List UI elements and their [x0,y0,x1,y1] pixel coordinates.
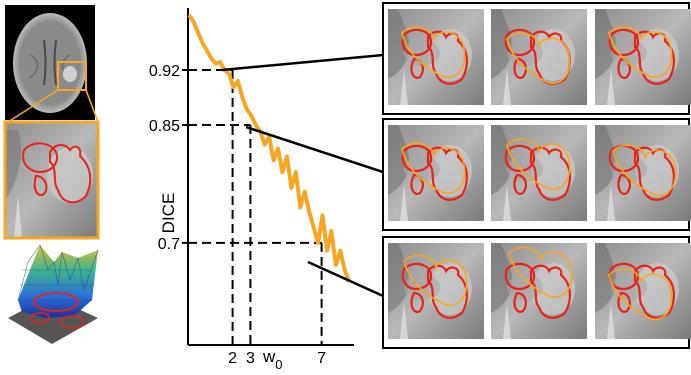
segmentation-crop [595,9,691,105]
segmentation-panels [382,2,691,349]
panel-connectors [221,53,384,298]
mri-axial-slice [5,5,95,120]
y-tick-label: 0.85 [149,118,180,135]
segmentation-crop [491,243,587,339]
y-tick-labels: 0.92 0.85 0.7 [149,63,188,253]
reference-guides [188,69,323,345]
segmentation-crop [595,125,691,221]
y-tick-label: 0.7 [158,236,180,253]
segmentation-crop [388,243,484,339]
y-axis-label: DICE [159,193,178,234]
x-tick-label: 3 [246,350,255,367]
roi-box [57,61,87,91]
segmentation-crop [388,125,484,221]
segmentation-crop [388,9,484,105]
x-axis-label: w0 [262,347,283,372]
segmentation-crop [491,125,587,221]
zoomed-tumor-crop [3,120,100,240]
probability-surface-3d [8,244,99,344]
series-line [187,13,352,283]
y-tick-label: 0.92 [149,63,180,80]
x-tick-label: 2 [228,350,237,367]
segmentation-crop [595,243,691,339]
zoom-connector-lines [7,89,99,123]
segmentation-crop [491,9,587,105]
x-tick-label: 7 [317,350,326,367]
